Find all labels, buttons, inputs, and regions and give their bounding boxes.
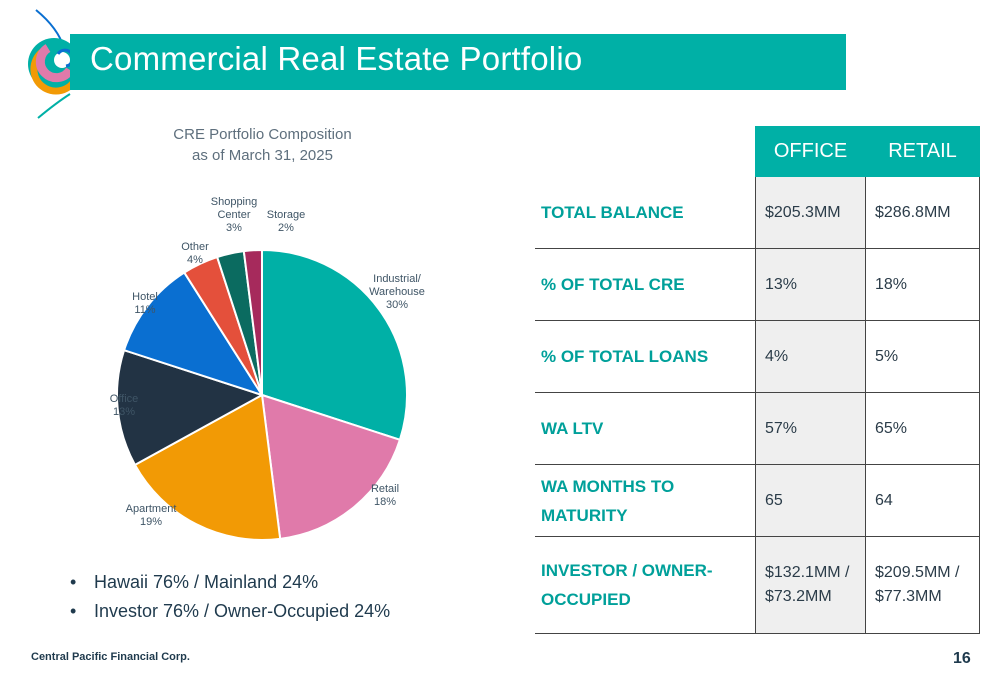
bullet-item: • Investor 76% / Owner-Occupied 24% — [70, 601, 391, 621]
retail-value: 65% — [865, 392, 980, 465]
pie-label-value: 13% — [113, 406, 135, 418]
retail-value: 5% — [865, 320, 980, 393]
footer-company: Central Pacific Financial Corp. — [31, 651, 190, 663]
pie-label-name: Office — [110, 393, 139, 405]
office-value: 4% — [755, 320, 866, 393]
pie-slice-apartment — [133, 393, 282, 541]
table-row: TOTAL BALANCE $205.3MM $286.8MM — [535, 176, 980, 249]
bullet-item: • Hawaii 76% / Mainland 24% — [70, 572, 319, 592]
row-label: % OF TOTAL LOANS — [535, 320, 756, 393]
table-row: INVESTOR / OWNER-OCCUPIED $132.1MM / $73… — [535, 536, 980, 634]
chart-title-block: CRE Portfolio Composition as of March 31… — [140, 124, 385, 166]
pie-label-value: 11% — [134, 304, 155, 316]
office-value: 57% — [755, 392, 866, 465]
row-label: WA MONTHS TO MATURITY — [535, 464, 756, 537]
pie-label-name: Other — [181, 241, 209, 253]
table-row: % OF TOTAL CRE 13% 18% — [535, 248, 980, 321]
retail-value: 64 — [865, 464, 980, 537]
table-row: % OF TOTAL LOANS 4% 5% — [535, 320, 980, 393]
pie-slice-hotel — [122, 271, 265, 397]
pie-label-name: Apartment — [126, 503, 177, 515]
pie-label-name: Shopping — [211, 196, 258, 208]
row-label: % OF TOTAL CRE — [535, 248, 756, 321]
table-row: WA LTV 57% 65% — [535, 392, 980, 465]
pie-label-value: 2% — [278, 222, 294, 234]
title-bar — [70, 34, 846, 90]
column-header-retail: RETAIL — [865, 126, 980, 177]
pie-slice-storage — [242, 248, 263, 396]
pie-label-name: Storage — [267, 209, 306, 221]
chart-subtitle: as of March 31, 2025 — [192, 147, 333, 164]
pie-label-value: 3% — [226, 222, 242, 234]
table-corner — [535, 126, 756, 177]
column-header-office: OFFICE — [755, 126, 866, 177]
retail-value: $209.5MM / $77.3MM — [865, 536, 980, 634]
row-label: TOTAL BALANCE — [535, 176, 756, 249]
office-value: 65 — [755, 464, 866, 537]
pie-label-name: Hotel — [132, 291, 158, 303]
bullet-list: • Hawaii 76% / Mainland 24% • Investor 76%… — [70, 568, 390, 626]
chart-title: CRE Portfolio Composition — [173, 126, 352, 143]
office-value: $132.1MM / $73.2MM — [755, 536, 866, 634]
row-label: INVESTOR / OWNER-OCCUPIED — [535, 536, 756, 634]
cre-metrics-table: OFFICE RETAIL TOTAL BALANCE $205.3MM $28… — [535, 126, 980, 634]
retail-value: 18% — [865, 248, 980, 321]
pie-label-value: 19% — [140, 516, 162, 528]
company-logo — [28, 9, 80, 119]
pie-label-name: Center — [217, 209, 250, 221]
pie-label-value: 18% — [374, 496, 396, 508]
pie-slice-industrial-warehouse — [261, 248, 408, 442]
table-row: WA MONTHS TO MATURITY 65 64 — [535, 464, 980, 537]
pie-label-value: 4% — [187, 254, 203, 266]
pie-slice-retail — [260, 393, 402, 540]
pie-slice-office — [116, 348, 265, 467]
retail-value: $286.8MM — [865, 176, 980, 249]
page-title: Commercial Real Estate Portfolio — [90, 40, 583, 77]
pie-label-value: 30% — [386, 299, 408, 311]
pie-label-name: Industrial/ — [373, 273, 422, 285]
page-number: 16 — [953, 650, 971, 667]
office-value: 13% — [755, 248, 866, 321]
pie-label-name: Warehouse — [369, 286, 425, 298]
office-value: $205.3MM — [755, 176, 866, 249]
pie-label-name: Retail — [371, 483, 399, 495]
row-label: WA LTV — [535, 392, 756, 465]
